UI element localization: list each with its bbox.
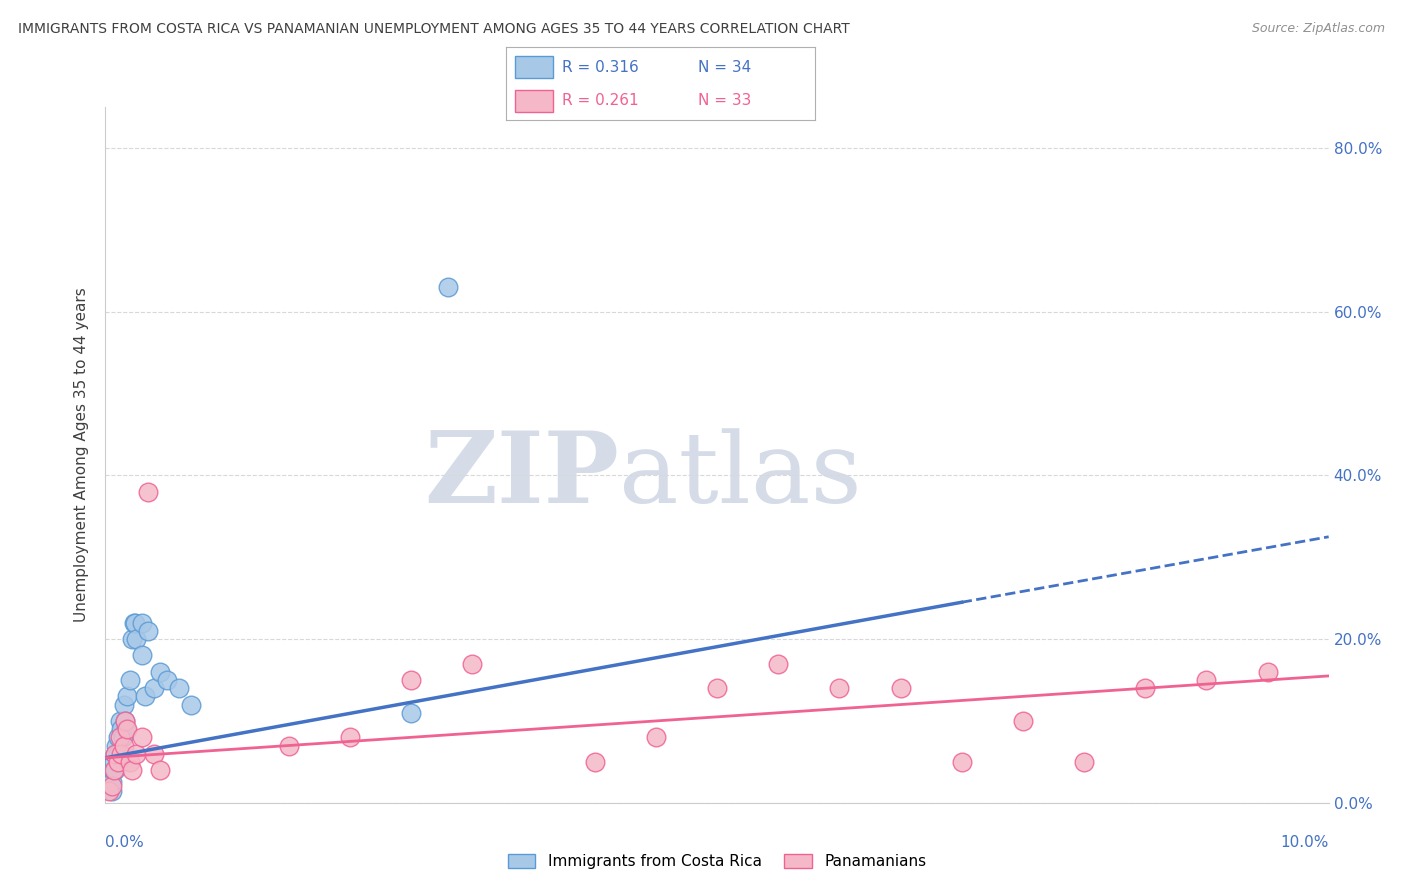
Point [121, 632, 143, 646]
Text: N = 33: N = 33 [697, 93, 751, 108]
Point [149, 763, 172, 777]
Point [136, 624, 159, 638]
Point [1073, 755, 1095, 769]
Point [461, 657, 484, 671]
Point [131, 731, 153, 745]
Point [131, 615, 153, 630]
Point [136, 484, 159, 499]
Text: atlas: atlas [619, 428, 862, 524]
Point [108, 731, 131, 745]
Point [118, 673, 141, 687]
Point [104, 763, 127, 777]
Point [134, 690, 156, 704]
Point [437, 280, 460, 294]
Point [98, 783, 121, 797]
Point [828, 681, 851, 696]
Point [167, 681, 190, 696]
Point [104, 747, 127, 761]
Point [1133, 681, 1156, 696]
Point [101, 763, 124, 777]
Point [180, 698, 202, 712]
Point [103, 755, 125, 769]
Point [112, 739, 135, 753]
Text: 0.0%: 0.0% [105, 836, 145, 850]
Point [117, 722, 139, 736]
Point [122, 615, 145, 630]
Point [117, 690, 139, 704]
Point [107, 755, 129, 769]
Text: N = 34: N = 34 [697, 60, 751, 75]
Point [98, 780, 121, 794]
Point [100, 783, 122, 797]
Point [125, 747, 148, 761]
Point [108, 714, 131, 728]
Point [401, 673, 423, 687]
Point [889, 681, 911, 696]
Point [950, 755, 973, 769]
Point [125, 632, 148, 646]
Point [115, 722, 138, 736]
Point [1011, 714, 1033, 728]
Point [339, 731, 361, 745]
Point [107, 747, 129, 761]
Point [143, 681, 166, 696]
Bar [516, 56, 553, 78]
Point [121, 763, 143, 777]
Text: IMMIGRANTS FROM COSTA RICA VS PANAMANIAN UNEMPLOYMENT AMONG AGES 35 TO 44 YEARS : IMMIGRANTS FROM COSTA RICA VS PANAMANIAN… [18, 22, 851, 37]
Point [1256, 665, 1278, 679]
Point [143, 747, 166, 761]
Point [110, 722, 132, 736]
Point [131, 648, 153, 663]
Point [124, 615, 146, 630]
Point [111, 731, 134, 745]
Point [149, 665, 172, 679]
Y-axis label: Unemployment Among Ages 35 to 44 years: Unemployment Among Ages 35 to 44 years [75, 287, 90, 623]
Point [112, 698, 135, 712]
Point [100, 780, 122, 794]
Text: Source: ZipAtlas.com: Source: ZipAtlas.com [1251, 22, 1385, 36]
Point [105, 739, 128, 753]
Point [98, 771, 121, 785]
Text: 10.0%: 10.0% [1281, 836, 1329, 850]
Point [100, 775, 122, 789]
Point [155, 673, 177, 687]
Text: R = 0.261: R = 0.261 [562, 93, 638, 108]
Point [706, 681, 728, 696]
Point [107, 731, 129, 745]
Bar [516, 90, 553, 112]
Point [401, 706, 423, 720]
Text: R = 0.316: R = 0.316 [562, 60, 638, 75]
Point [114, 714, 136, 728]
Text: ZIP: ZIP [425, 427, 619, 524]
Point [114, 714, 136, 728]
Point [110, 747, 132, 761]
Point [104, 747, 127, 761]
Point [278, 739, 301, 753]
Legend: Immigrants from Costa Rica, Panamanians: Immigrants from Costa Rica, Panamanians [502, 848, 932, 875]
Point [103, 763, 125, 777]
Point [1195, 673, 1218, 687]
Point [644, 731, 666, 745]
Point [768, 657, 790, 671]
Point [118, 755, 141, 769]
Point [583, 755, 606, 769]
